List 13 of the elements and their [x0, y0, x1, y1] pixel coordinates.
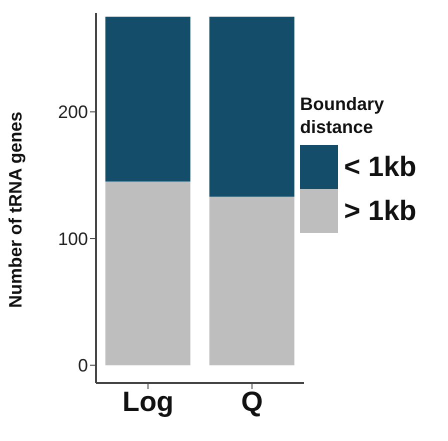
y-tick-label: 0 [78, 356, 88, 376]
x-tick-label: Log [122, 386, 174, 417]
x-tick-label: Q [241, 386, 263, 417]
y-tick-label: 100 [58, 228, 88, 249]
legend-label: > 1kb [344, 195, 416, 227]
bar [105, 182, 190, 366]
y-tick-label: 200 [58, 102, 88, 122]
legend-label: < 1kb [344, 151, 416, 183]
bar [209, 196, 294, 366]
bar [105, 16, 190, 182]
y-axis-title: Number of tRNA genes [5, 112, 26, 308]
bar [209, 16, 294, 197]
legend-title: Boundary distance [300, 93, 386, 139]
